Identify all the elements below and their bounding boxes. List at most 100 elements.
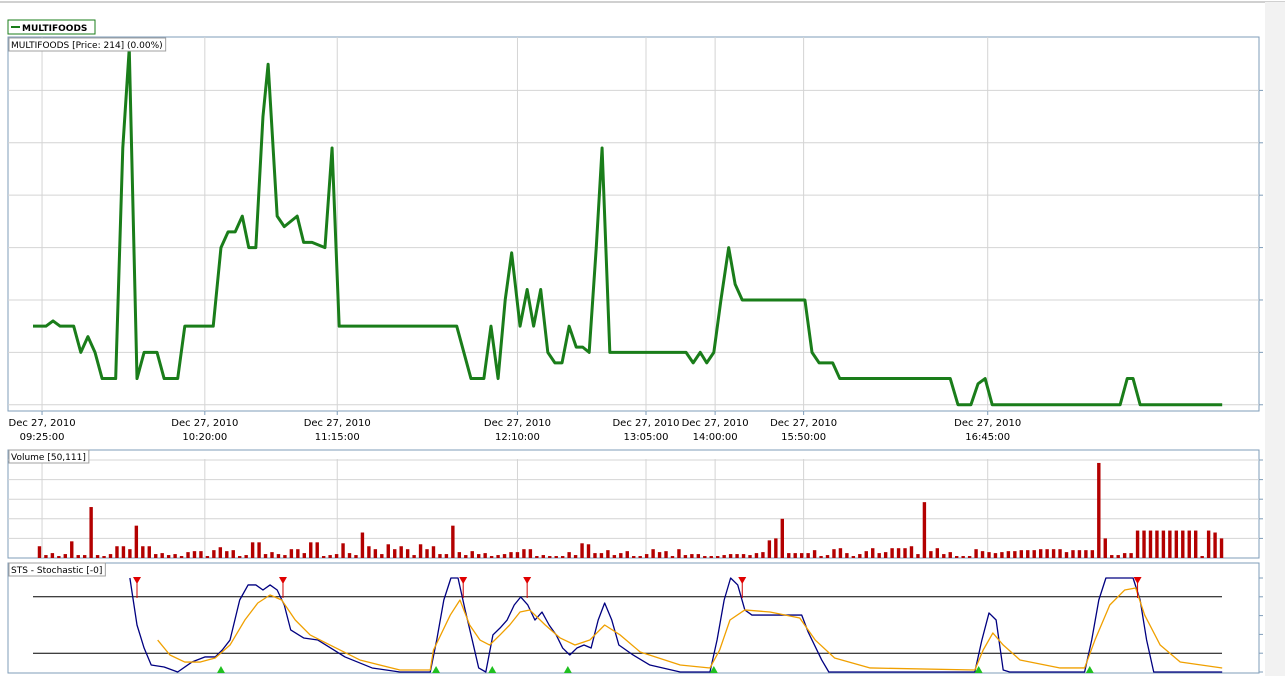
panel-title-box xyxy=(8,562,106,577)
volume-bar xyxy=(1129,553,1133,558)
x-tick-label: Dec 27, 2010 xyxy=(770,418,837,429)
volume-bar xyxy=(199,551,203,558)
volume-bar xyxy=(664,551,668,558)
volume-bar xyxy=(276,554,281,558)
volume-bar xyxy=(586,544,591,558)
sell-signal xyxy=(738,577,747,584)
volume-bar xyxy=(399,546,403,558)
volume-bar xyxy=(632,556,636,558)
volume-bar xyxy=(638,556,642,558)
volume-bar xyxy=(696,554,701,558)
volume-bar xyxy=(102,556,106,558)
x-tick-label: 14:00:00 xyxy=(693,432,738,443)
volume-bar xyxy=(903,548,907,558)
volume-bar xyxy=(418,544,423,558)
volume-bar xyxy=(444,554,449,558)
volume-bar xyxy=(948,552,952,558)
x-tick-label: 10:20:00 xyxy=(182,432,227,443)
volume-bar xyxy=(37,546,42,558)
volume-bar xyxy=(877,553,881,558)
right-strip xyxy=(1265,2,1285,676)
volume-bar xyxy=(95,555,100,558)
volume-bar xyxy=(1058,549,1062,558)
volume-bar xyxy=(961,556,965,558)
volume-bar xyxy=(858,554,862,558)
volume-bar xyxy=(806,553,810,558)
volume-bar xyxy=(748,555,752,558)
volume-bar xyxy=(515,552,520,558)
volume-bar xyxy=(179,556,184,558)
volume-bar xyxy=(393,549,397,558)
volume-bar xyxy=(1200,556,1204,558)
volume-bar xyxy=(489,556,494,558)
sell-signal xyxy=(523,577,532,584)
volume-bar xyxy=(502,554,507,558)
volume-bar xyxy=(761,552,765,558)
buy-signal xyxy=(709,666,718,673)
volume-bar xyxy=(451,525,455,558)
volume-bar xyxy=(483,553,487,558)
volume-bar xyxy=(147,546,151,558)
volume-bar xyxy=(832,549,836,558)
volume-bar xyxy=(244,555,248,558)
volume-bar xyxy=(787,553,791,558)
volume-bar xyxy=(741,554,746,558)
volume-bar xyxy=(573,555,578,558)
x-tick-label: 09:25:00 xyxy=(20,432,65,443)
volume-bar xyxy=(192,551,197,558)
volume-bar xyxy=(160,553,164,558)
volume-bar xyxy=(548,556,552,558)
volume-bar xyxy=(754,553,759,558)
volume-bar xyxy=(793,553,797,558)
volume-bar xyxy=(1090,550,1095,558)
volume-bar xyxy=(1187,530,1191,558)
volume-bar xyxy=(1071,550,1075,558)
sell-signal xyxy=(132,577,141,584)
volume-bar xyxy=(380,554,384,558)
volume-bar xyxy=(218,547,223,558)
volume-bar xyxy=(166,555,171,558)
stochastic-line xyxy=(157,587,1223,671)
volume-bar xyxy=(341,543,345,558)
x-tick-label: Dec 27, 2010 xyxy=(612,418,679,429)
volume-bar xyxy=(1013,551,1017,558)
buy-signal xyxy=(488,666,497,673)
volume-bar xyxy=(315,542,319,558)
volume-bar xyxy=(1142,530,1146,558)
volume-bar xyxy=(1006,551,1011,558)
volume-bar xyxy=(716,556,720,558)
volume-bar xyxy=(690,554,694,558)
volume-bar xyxy=(1116,555,1120,558)
x-tick-label: 12:10:00 xyxy=(495,432,540,443)
volume-bar xyxy=(477,554,481,558)
volume-bar xyxy=(1155,530,1159,558)
volume-bar xyxy=(141,546,145,558)
volume-bar xyxy=(1064,552,1069,558)
volume-bar xyxy=(1045,549,1049,558)
volume-bar xyxy=(612,555,617,558)
volume-bar xyxy=(922,502,927,558)
volume-bar xyxy=(1122,553,1127,558)
volume-bar xyxy=(709,556,713,558)
volume-bar xyxy=(974,549,978,558)
x-tick-label: Dec 27, 2010 xyxy=(954,418,1021,429)
volume-bar xyxy=(871,548,875,558)
x-tick-label: Dec 27, 2010 xyxy=(304,418,371,429)
volume-bar xyxy=(845,553,849,558)
volume-bar xyxy=(851,556,856,558)
volume-bar xyxy=(496,555,500,558)
volume-bar xyxy=(44,555,48,558)
volume-bar xyxy=(955,556,959,558)
volume-bar xyxy=(987,552,991,558)
volume-bar xyxy=(1174,530,1179,558)
volume-bar xyxy=(767,540,772,558)
buy-signal xyxy=(216,666,225,673)
volume-bar xyxy=(896,548,901,558)
volume-bar xyxy=(651,549,655,558)
volume-bar xyxy=(1135,530,1140,558)
volume-bar xyxy=(302,553,306,558)
volume-bar xyxy=(289,549,294,558)
volume-bar xyxy=(334,554,339,558)
volume-bar xyxy=(115,546,119,558)
volume-bar xyxy=(980,551,985,558)
